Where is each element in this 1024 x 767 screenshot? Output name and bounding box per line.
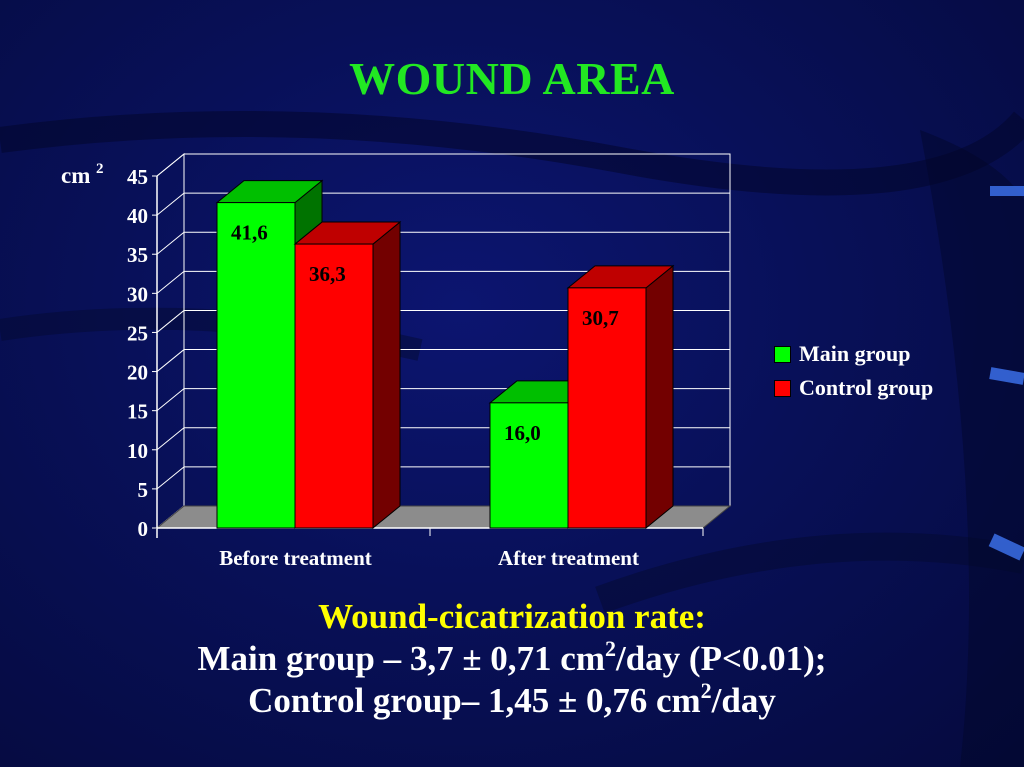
data-label: 16,0 xyxy=(504,421,541,445)
main-rate-sep: – xyxy=(374,639,410,678)
bar xyxy=(489,402,569,529)
chart-side-wall xyxy=(156,152,185,530)
legend-swatch-control-group xyxy=(774,379,791,397)
y-unit-sup: 2 xyxy=(96,161,104,177)
grid-diagonal xyxy=(156,427,185,451)
control-rate-label: Control group xyxy=(248,681,462,720)
bar xyxy=(567,287,647,529)
chart-legend: Main group Control group xyxy=(774,337,933,405)
bar-side xyxy=(645,264,674,530)
main-group-rate: Main group – 3,7 ± 0,71 cm2/day (P<0.01)… xyxy=(0,638,1024,680)
y-tick-label: 35 xyxy=(127,243,148,267)
slide-title: WOUND AREA xyxy=(349,53,675,104)
bar-side xyxy=(372,221,401,530)
legend-item-control-group: Control group xyxy=(774,371,933,405)
bar xyxy=(216,202,296,529)
main-rate-label: Main group xyxy=(197,639,375,678)
rate-heading: Wound-cicatrization rate: xyxy=(318,597,706,636)
y-tick-label: 15 xyxy=(127,400,148,424)
control-rate-sup: 2 xyxy=(700,678,712,703)
grid-diagonal xyxy=(156,231,185,255)
main-rate-suffix: /day (P<0.01); xyxy=(615,639,827,678)
data-label: 41,6 xyxy=(231,221,268,245)
grid-diagonal xyxy=(156,310,185,333)
grid-diagonal xyxy=(156,153,185,177)
x-category-label: After treatment xyxy=(498,546,639,570)
legend-swatch-main-group xyxy=(774,345,791,363)
bar-chart: 0 5 10 15 20 25 30 35 40 45 cm 2 41,6 36,3 Before trea… xyxy=(61,152,732,570)
grid-diagonal xyxy=(156,466,185,490)
x-category-label: Before treatment xyxy=(219,546,372,570)
data-label: 36,3 xyxy=(309,262,346,286)
y-tick-label: 40 xyxy=(127,204,148,228)
control-rate-value: 1,45 ± 0,76 cm xyxy=(488,681,701,720)
grid-diagonal xyxy=(156,349,185,372)
grid-diagonal xyxy=(156,192,185,216)
main-rate-value: 3,7 ± 0,71 cm xyxy=(409,639,605,678)
y-tick-label: 30 xyxy=(127,282,148,306)
bar xyxy=(294,243,374,529)
control-rate-sep: – xyxy=(461,681,488,720)
legend-item-main-group: Main group xyxy=(774,337,933,371)
y-tick-label: 20 xyxy=(127,361,148,385)
grid-diagonal xyxy=(156,270,185,294)
data-label: 30,7 xyxy=(582,306,619,330)
control-group-rate: Control group– 1,45 ± 0,76 cm2/day xyxy=(0,680,1024,722)
y-tick-label: 25 xyxy=(127,321,148,345)
control-rate-suffix: /day xyxy=(711,681,776,720)
legend-label-main-group: Main group xyxy=(799,341,911,366)
y-tick-label: 45 xyxy=(127,165,148,189)
grid-diagonal xyxy=(156,388,185,412)
y-tick-label: 5 xyxy=(138,478,149,502)
main-rate-sup: 2 xyxy=(604,636,616,661)
y-tick-label: 10 xyxy=(127,439,148,463)
legend-label-control-group: Control group xyxy=(799,375,934,400)
y-unit-label: cm xyxy=(61,163,90,188)
y-tick-label: 0 xyxy=(138,517,149,541)
cicatrization-rate-block: Wound-cicatrization rate: Main group – 3… xyxy=(0,596,1024,722)
